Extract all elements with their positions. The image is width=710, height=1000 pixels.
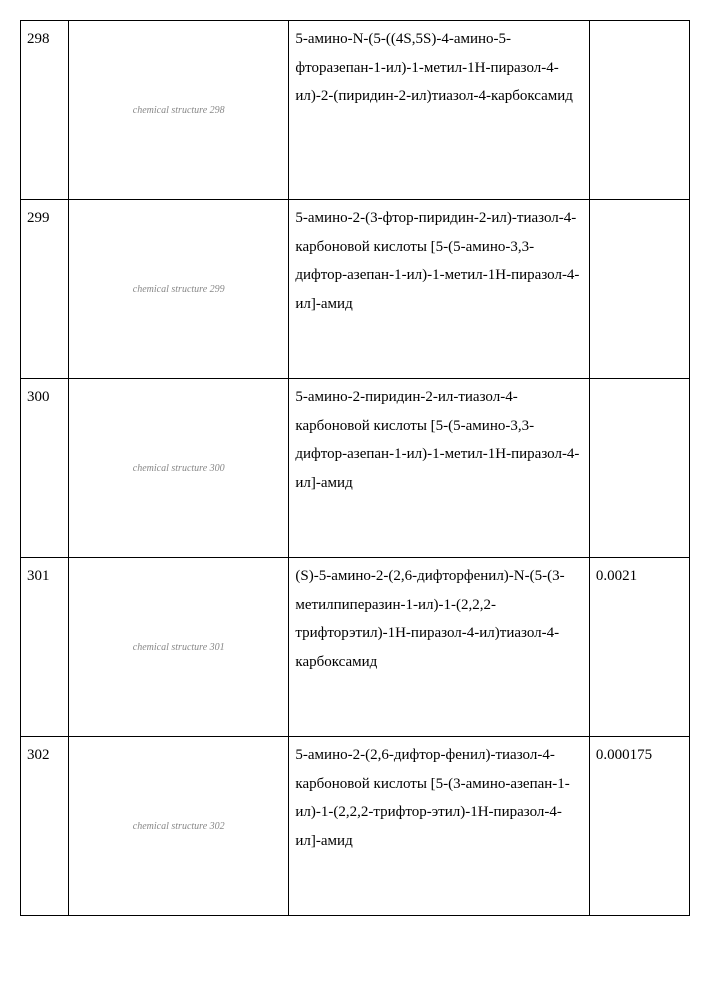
compound-name: 5-амино-2-(2,6-дифтор-фенил)-тиазол-4-ка…: [289, 737, 589, 916]
structure-image-placeholder: chemical structure 300: [75, 383, 282, 553]
compound-table: 298 chemical structure 298 5-амино-N-(5-…: [20, 20, 690, 916]
compound-value: 0.0021: [589, 558, 689, 737]
structure-image-placeholder: chemical structure 298: [75, 25, 282, 195]
compound-id: 300: [21, 379, 69, 558]
compound-id: 302: [21, 737, 69, 916]
compound-structure: chemical structure 300: [69, 379, 289, 558]
structure-image-placeholder: chemical structure 299: [75, 204, 282, 374]
compound-structure: chemical structure 301: [69, 558, 289, 737]
compound-id: 298: [21, 21, 69, 200]
compound-value: [589, 200, 689, 379]
compound-id: 301: [21, 558, 69, 737]
table-row: 298 chemical structure 298 5-амино-N-(5-…: [21, 21, 690, 200]
compound-name: 5-амино-2-(3-фтор-пиридин-2-ил)-тиазол-4…: [289, 200, 589, 379]
compound-value: [589, 21, 689, 200]
structure-image-placeholder: chemical structure 302: [75, 741, 282, 911]
compound-name: 5-амино-N-(5-((4S,5S)-4-амино-5-фторазеп…: [289, 21, 589, 200]
compound-id: 299: [21, 200, 69, 379]
compound-structure: chemical structure 302: [69, 737, 289, 916]
compound-structure: chemical structure 299: [69, 200, 289, 379]
structure-image-placeholder: chemical structure 301: [75, 562, 282, 732]
table-row: 300 chemical structure 300 5-амино-2-пир…: [21, 379, 690, 558]
compound-name: 5-амино-2-пиридин-2-ил-тиазол-4-карбонов…: [289, 379, 589, 558]
table-row: 302 chemical structure 302 5-амино-2-(2,…: [21, 737, 690, 916]
compound-name: (S)-5-амино-2-(2,6-дифторфенил)-N-(5-(3-…: [289, 558, 589, 737]
table-row: 301 chemical structure 301 (S)-5-амино-2…: [21, 558, 690, 737]
compound-value: [589, 379, 689, 558]
compound-value: 0.000175: [589, 737, 689, 916]
table-row: 299 chemical structure 299 5-амино-2-(3-…: [21, 200, 690, 379]
compound-structure: chemical structure 298: [69, 21, 289, 200]
